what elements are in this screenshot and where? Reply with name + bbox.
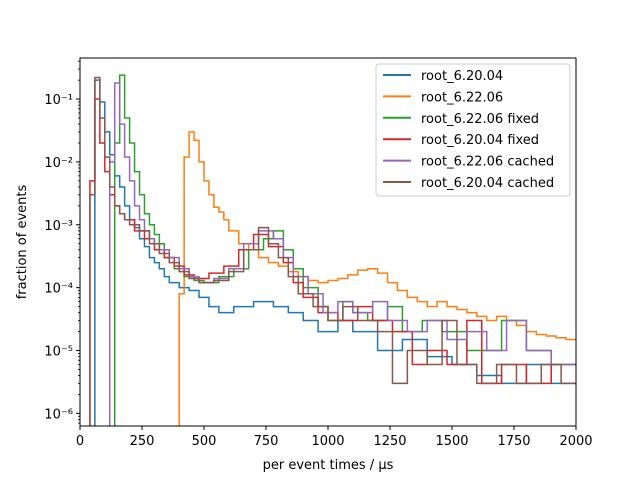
y-tick-label: 10⁻⁴: [44, 282, 73, 297]
x-tick-label: 1750: [497, 434, 530, 449]
y-tick-label: 10⁻³: [44, 219, 73, 234]
x-tick-label: 1500: [435, 434, 468, 449]
legend-label-0: root_6.20.04: [421, 69, 503, 84]
x-tick-label: 0: [76, 434, 84, 449]
y-tick-label: 10⁻⁵: [44, 345, 73, 360]
y-axis-label: fraction of events: [15, 185, 30, 300]
y-tick-label: 10⁻¹: [44, 93, 73, 108]
legend: root_6.20.04 root_6.22.06 root_6.22.06 fix…: [375, 63, 571, 197]
y-tick-label: 10⁻²: [44, 156, 73, 171]
y-ticks: 10⁻⁶ 10⁻⁵ 10⁻⁴ 10⁻³ 10⁻² 10⁻¹: [44, 60, 80, 424]
x-tick-label: 250: [130, 434, 155, 449]
legend-label-3: root_6.20.04 fixed: [421, 133, 539, 148]
x-ticks: 0 250 500 750 1000 1250 1500 1750 2000: [76, 426, 593, 449]
x-tick-label: 1000: [311, 434, 344, 449]
legend-box: [375, 63, 571, 197]
x-tick-label: 2000: [559, 434, 592, 449]
x-tick-label: 500: [192, 434, 217, 449]
series-layer: [89, 74, 576, 426]
x-tick-label: 1250: [373, 434, 406, 449]
legend-label-5: root_6.20.04 cached: [421, 176, 554, 191]
legend-label-4: root_6.22.06 cached: [421, 155, 554, 170]
x-axis-label: per event times / μs: [263, 458, 394, 473]
x-tick-label: 750: [254, 434, 279, 449]
legend-label-2: root_6.22.06 fixed: [421, 112, 539, 127]
series-line-5: [89, 76, 576, 426]
series-line-0: [94, 79, 576, 426]
legend-label-1: root_6.22.06: [421, 90, 503, 105]
series-line-1: [178, 131, 576, 426]
y-tick-label: 10⁻⁶: [44, 407, 73, 422]
